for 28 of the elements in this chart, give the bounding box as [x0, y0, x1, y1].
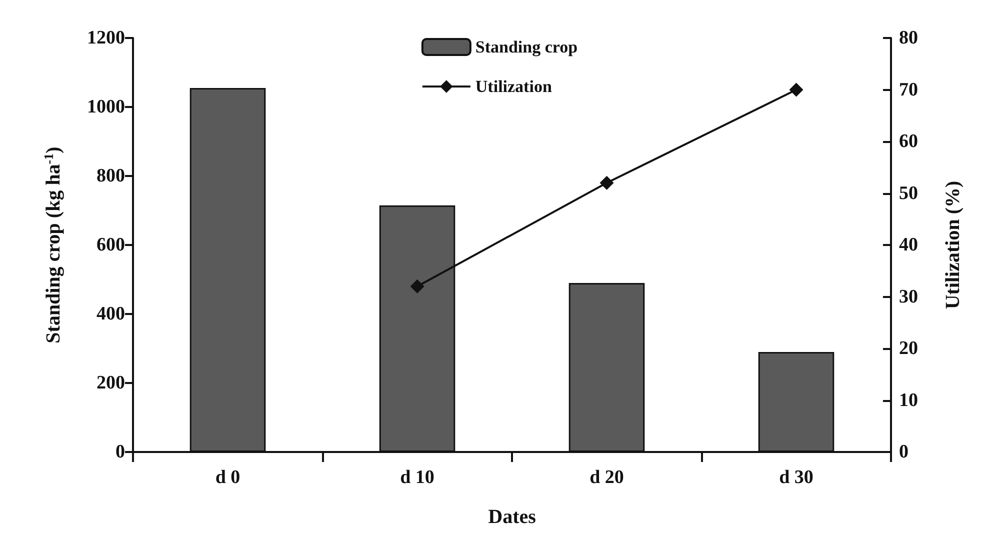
- y2-tick-label: 30: [899, 286, 918, 308]
- y-tick-label: 0: [116, 442, 125, 462]
- x-tick-label: d 20: [590, 467, 624, 488]
- y-tick-label: 200: [96, 372, 125, 394]
- x-tick-label: d 0: [215, 467, 240, 488]
- y2-tick-label: 0: [899, 442, 908, 462]
- y2-tick-label: 20: [899, 338, 918, 359]
- point: [789, 82, 804, 97]
- y-tick-label: 1000: [87, 96, 125, 118]
- y2-axis-title: Utilization (%): [942, 180, 964, 310]
- y2-tick-label: 40: [899, 234, 918, 256]
- y2-tick-label: 50: [899, 182, 918, 204]
- y2-tick-label: 10: [899, 390, 918, 411]
- y-tick-label: 800: [96, 166, 125, 186]
- y-tick-label: 1200: [87, 28, 125, 48]
- y-tick-label: 600: [96, 234, 125, 256]
- x-tick-label: d 10: [400, 467, 434, 488]
- y-tick-label: 400: [96, 304, 125, 324]
- point: [410, 279, 424, 294]
- legend-label: Standing crop: [475, 38, 578, 56]
- y2-tick-label: 80: [899, 28, 918, 48]
- y2-tick-label: 60: [899, 131, 918, 152]
- x-tick-label: d 30: [779, 467, 814, 488]
- legend-label: Utilization: [475, 77, 552, 96]
- y-axis-title: Standing crop (kg ha-1): [41, 146, 64, 344]
- point: [600, 176, 614, 190]
- y2-tick-label: 70: [899, 79, 918, 100]
- x-axis-title: Dates: [488, 506, 536, 528]
